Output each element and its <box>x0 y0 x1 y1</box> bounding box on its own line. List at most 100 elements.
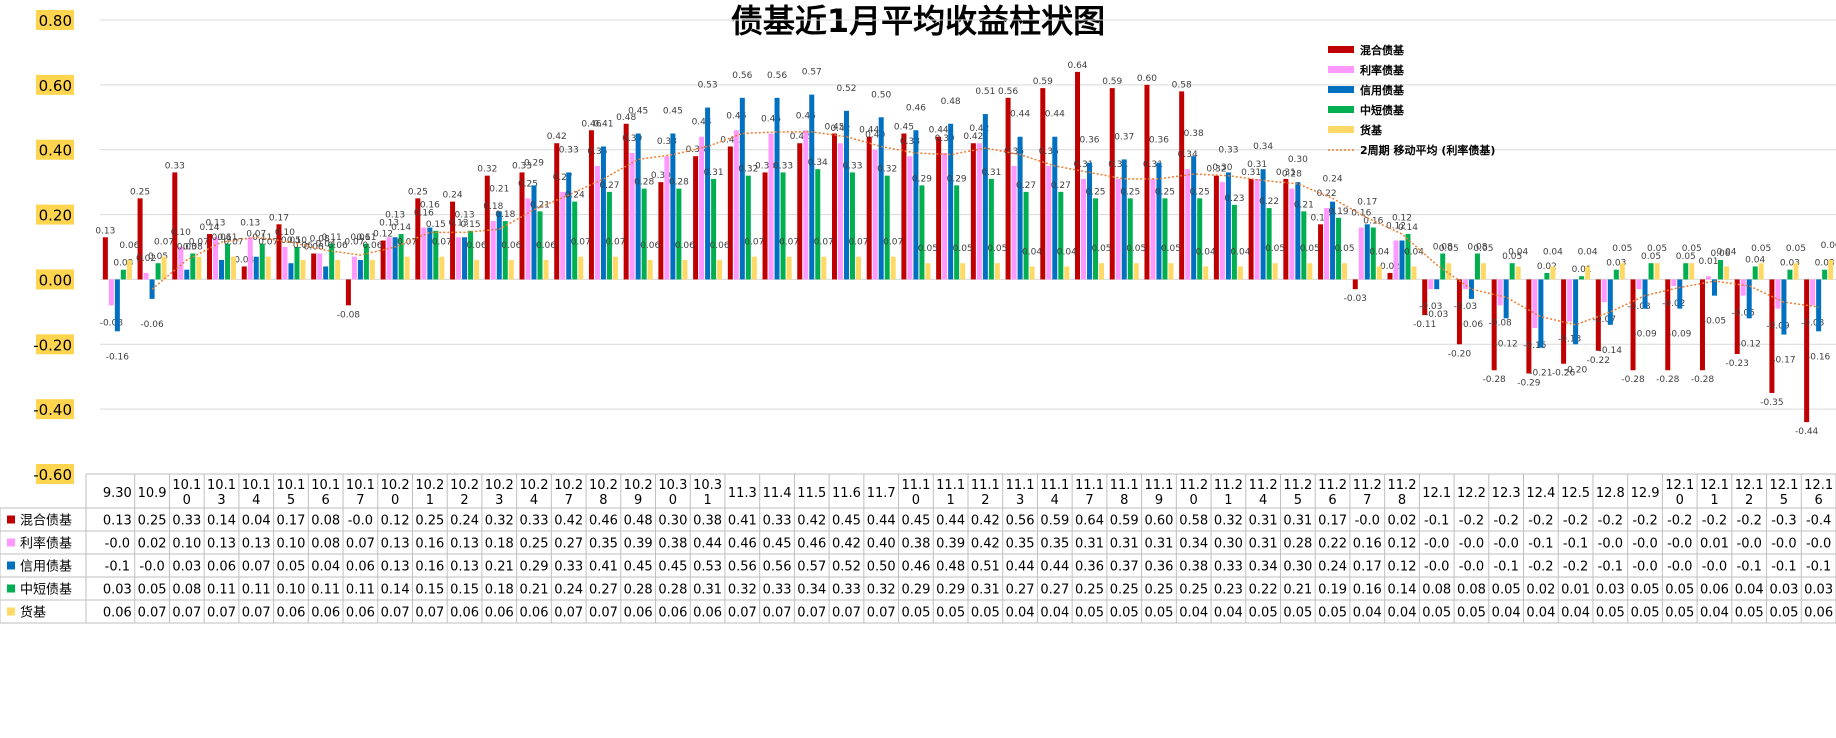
table-cell: 0.05 <box>1665 583 1694 598</box>
data-label: 0.59 <box>1102 77 1122 87</box>
bar-2 <box>323 266 329 280</box>
table-cell: 0.25 <box>520 537 549 552</box>
table-cell: 0.08 <box>311 537 340 552</box>
data-label: 0.57 <box>802 68 822 78</box>
x-tick-label: 2 <box>981 493 989 508</box>
data-label: -0.28 <box>1656 375 1680 385</box>
data-label: 0.03 <box>1606 259 1626 269</box>
bar-2 <box>843 110 849 280</box>
table-cell: 0.02 <box>1526 583 1555 598</box>
data-label: 0.28 <box>1282 170 1302 180</box>
data-label: 0.06 <box>467 241 487 251</box>
data-label: -0.22 <box>1587 356 1610 366</box>
x-tick-label: 11.2 <box>1179 478 1208 493</box>
table-series-name: 货基 <box>20 605 46 621</box>
table-cell: 0.33 <box>1214 560 1243 575</box>
data-label: 0.33 <box>165 161 185 171</box>
x-tick-label: 11.4 <box>763 486 792 501</box>
data-label: -0.12 <box>1495 339 1518 349</box>
data-label: 0.38 <box>657 137 677 147</box>
x-tick-label: 5 <box>1294 493 1302 508</box>
data-label: 0.28 <box>634 178 654 188</box>
bar-1 <box>1324 208 1330 280</box>
bar-2 <box>288 263 294 280</box>
data-label: 0.04 <box>1578 247 1598 257</box>
data-label: 0.31 <box>1241 168 1261 178</box>
bar-1 <box>872 149 878 280</box>
table-cell: 0.07 <box>728 606 757 621</box>
table-legend-key <box>7 584 15 593</box>
x-tick-label: 11.1 <box>936 478 965 493</box>
bar-2 <box>531 185 537 280</box>
bar-2 <box>1642 279 1648 309</box>
table-cell: 0.06 <box>311 606 340 621</box>
data-label: 0.05 <box>281 236 301 246</box>
bar-2 <box>427 227 433 280</box>
bar-3 <box>225 243 231 280</box>
data-label: 0.29 <box>524 158 544 168</box>
bar-0 <box>484 175 490 280</box>
table-cell: 0.32 <box>867 583 896 598</box>
data-label: 0.53 <box>698 81 718 91</box>
bar-1 <box>1671 279 1677 286</box>
data-label: 0.16 <box>414 209 434 219</box>
y-tick-highlight <box>36 334 74 355</box>
x-tick-label: 12.1 <box>1665 478 1694 493</box>
data-label: 0.05 <box>1439 244 1459 254</box>
bar-4 <box>196 256 202 280</box>
data-label: 0.56 <box>767 71 787 81</box>
bar-3 <box>190 253 196 280</box>
bar-0 <box>1040 88 1046 280</box>
table-cell: 0.42 <box>554 514 583 529</box>
table-cell: 0.04 <box>1006 606 1035 621</box>
table-cell: -0.2 <box>1737 514 1762 529</box>
bar-4 <box>1307 263 1313 280</box>
bar-4 <box>439 256 445 280</box>
data-label: 0.17 <box>269 213 289 223</box>
bar-2 <box>462 237 468 280</box>
data-label: -0.16 <box>106 352 130 362</box>
x-tick-label: 12.1 <box>1700 478 1729 493</box>
bar-2 <box>1017 136 1023 280</box>
y-tick-label: -0.40 <box>33 401 72 419</box>
data-label: 0.05 <box>1091 244 1111 254</box>
data-label: 0.15 <box>426 220 446 230</box>
data-label: 0.33 <box>512 161 532 171</box>
table-cell: 0.35 <box>589 537 618 552</box>
table-series-name: 利率债基 <box>20 536 72 552</box>
table-cell: 0.06 <box>520 606 549 621</box>
table-cell: 0.08 <box>311 514 340 529</box>
x-tick-label: 1 <box>946 493 954 508</box>
table-cell: 0.64 <box>1075 514 1104 529</box>
bar-3 <box>155 263 161 280</box>
data-label: -0.03 <box>1425 310 1448 320</box>
data-label: 0.15 <box>461 220 481 230</box>
bar-1 <box>1150 178 1156 280</box>
x-tick-label: 12.1 <box>1769 478 1798 493</box>
table-cell: 0.31 <box>1283 514 1312 529</box>
bar-2 <box>1607 279 1613 325</box>
table-cell: 0.16 <box>1353 537 1382 552</box>
bar-1 <box>733 130 739 280</box>
bar-3 <box>1509 263 1515 280</box>
table-cell: 0.06 <box>693 606 722 621</box>
data-label: 0.25 <box>408 187 428 197</box>
data-label: 0.35 <box>1039 147 1059 157</box>
data-label: 0.17 <box>1311 213 1331 223</box>
data-label: 0.35 <box>1004 147 1024 157</box>
table-cell: 0.48 <box>936 560 965 575</box>
bar-2 <box>1573 279 1579 345</box>
bar-3 <box>1544 272 1550 280</box>
bar-4 <box>612 256 618 280</box>
data-label: 0.11 <box>217 233 237 243</box>
x-tick-label: 11.1 <box>1006 478 1035 493</box>
table-cell: 0.28 <box>624 583 653 598</box>
bar-0 <box>345 279 351 306</box>
data-label: 0.08 <box>310 234 330 244</box>
table-cell: 0.05 <box>1492 583 1521 598</box>
data-label: 0.33 <box>559 145 579 155</box>
table-cell: 0.13 <box>103 514 132 529</box>
table-cell: 0.05 <box>1075 606 1104 621</box>
data-label: 0.58 <box>1172 80 1192 90</box>
data-label: 0.35 <box>587 147 607 157</box>
